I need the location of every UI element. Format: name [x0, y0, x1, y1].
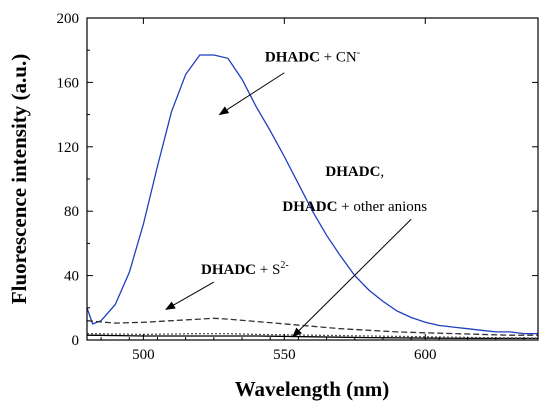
series-layer: [87, 54, 538, 340]
x-tick-label-500: 500: [132, 347, 155, 363]
series-line-1: [87, 54, 538, 335]
y-tick-label-40: 40: [64, 269, 79, 285]
y-tick-label-200: 200: [57, 11, 80, 27]
y-tick-label-80: 80: [64, 204, 79, 220]
annotation-arrow-3: [292, 218, 412, 338]
annotation-arrow-1: [218, 72, 285, 116]
annotation-label-1: DHADC + CN-: [265, 47, 360, 65]
annotation-label-3: DHADC + other anions: [282, 199, 427, 215]
annotation-label-4: DHADC + S2-: [201, 260, 289, 278]
y-tick-label-160: 160: [57, 75, 80, 91]
y-tick-label-120: 120: [57, 140, 80, 156]
axes: 500 550 600 0 40 80 120 160 200: [57, 11, 539, 363]
y-tick-label-0: 0: [72, 333, 80, 349]
annotations: DHADC + CN- DHADC, DHADC + other anions DHA…: [165, 47, 427, 338]
x-axis-title: Wavelength (nm): [235, 377, 390, 401]
x-tick-label-600: 600: [414, 347, 437, 363]
annotation-arrow-4: [165, 281, 215, 310]
x-tick-label-550: 550: [273, 347, 296, 363]
y-axis-title: Fluorescence intensity (a.u.): [7, 54, 31, 304]
series-line-2: [87, 317, 538, 336]
annotation-label-2: DHADC,: [325, 164, 384, 180]
